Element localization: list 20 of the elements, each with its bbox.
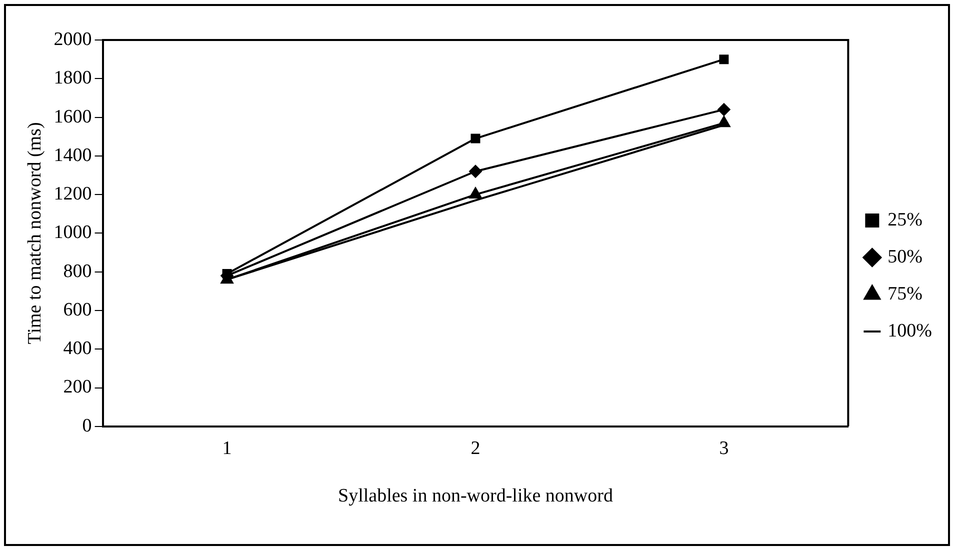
x-axis-title: Syllables in non-word-like nonword: [338, 486, 614, 507]
legend-label: 75%: [888, 283, 923, 304]
legend-label: 100%: [888, 320, 932, 342]
y-tick-label: 2000: [54, 28, 92, 50]
y-tick-label: 1000: [54, 222, 92, 244]
y-tick-label: 1600: [54, 106, 92, 128]
y-tick-label: 1800: [54, 68, 92, 89]
y-tick-label: 800: [63, 260, 92, 282]
y-tick-label: 200: [63, 376, 92, 398]
x-tick-label: 2: [470, 438, 480, 459]
y-axis-title: Time to match nonword (ms): [24, 122, 46, 344]
y-tick-label: 600: [63, 299, 92, 320]
y-tick-label: 400: [63, 338, 92, 360]
x-tick-label: 1: [222, 438, 232, 459]
legend-label: 25%: [888, 209, 923, 230]
y-tick-label: 1400: [54, 144, 92, 166]
y-tick-label: 1200: [54, 184, 92, 205]
legend-label: 50%: [888, 246, 923, 268]
x-tick-label: 3: [719, 438, 729, 459]
y-tick-label: 0: [82, 415, 92, 436]
